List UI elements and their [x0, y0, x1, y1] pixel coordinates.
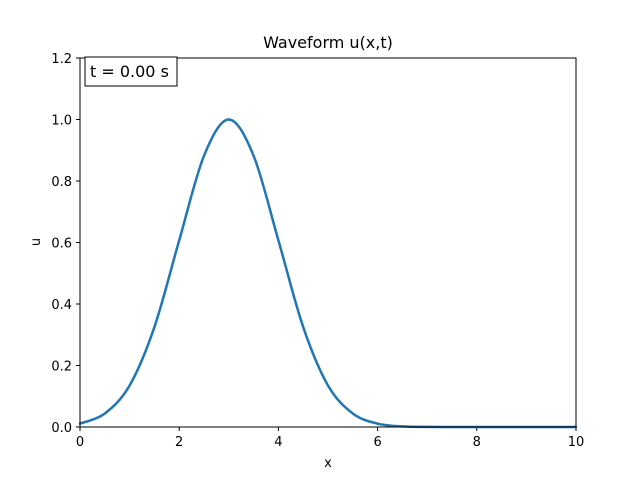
y-axis-label: u	[29, 238, 44, 246]
series-line	[78, 118, 578, 429]
time-annotation-box: t = 0.00 s	[84, 56, 178, 87]
y-tick-label: 0.6	[51, 237, 72, 252]
x-tick-label: 0	[76, 435, 84, 450]
chart-title: Waveform u(x,t)	[263, 33, 393, 52]
y-tick-label: 1.0	[51, 114, 72, 129]
y-axis: 0.0 0.2 0.4 0.6 0.8 1.0 1.2	[51, 52, 80, 436]
time-annotation: t = 0.00 s	[90, 62, 169, 81]
y-tick-label: 0.2	[51, 360, 72, 375]
x-tick-label: 4	[274, 435, 282, 450]
x-tick-label: 6	[373, 435, 381, 450]
y-tick-label: 0.4	[51, 298, 72, 313]
x-tick-label: 8	[473, 435, 481, 450]
plot-frame	[79, 57, 577, 428]
y-tick-label: 0.8	[51, 175, 72, 190]
x-tick-label: 10	[568, 435, 585, 450]
y-tick-label: 1.2	[51, 52, 72, 67]
x-tick-label: 2	[175, 435, 183, 450]
x-axis-label: x	[324, 456, 332, 471]
y-tick-label: 0.0	[51, 421, 72, 436]
x-axis: 0 2 4 6 8 10	[76, 427, 584, 450]
